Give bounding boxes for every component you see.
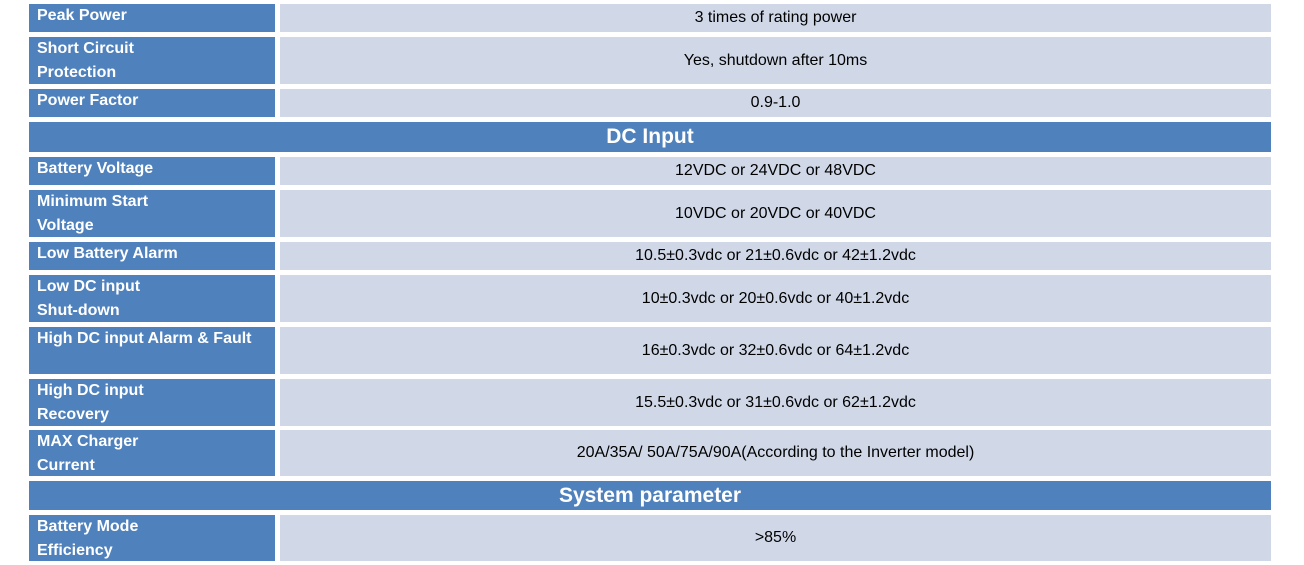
spec-value: 10.5±0.3vdc or 21±0.6vdc or 42±1.2vdc: [280, 242, 1271, 270]
spec-label: Battery Mode Efficiency: [29, 515, 189, 561]
spec-row-max-charger-current: MAX Charger Current 20A/35A/ 50A/75A/90A…: [29, 430, 1271, 476]
spec-row-battery-mode-efficiency: Battery Mode Efficiency >85%: [29, 515, 1271, 561]
spec-label: Low Battery Alarm: [29, 242, 275, 270]
spec-row-short-circuit: Short Circuit Protection Yes, shutdown a…: [29, 37, 1271, 84]
spec-value: 16±0.3vdc or 32±0.6vdc or 64±1.2vdc: [280, 327, 1271, 374]
spec-label: Short Circuit Protection: [29, 37, 189, 84]
spec-label: Minimum Start Voltage: [29, 190, 189, 237]
spec-value: Yes, shutdown after 10ms: [280, 37, 1271, 84]
spec-value: 10±0.3vdc or 20±0.6vdc or 40±1.2vdc: [280, 275, 1271, 322]
section-header-system-parameter: System parameter: [29, 481, 1271, 510]
spec-label: Peak Power: [29, 4, 275, 32]
spec-row-min-start-voltage: Minimum Start Voltage 10VDC or 20VDC or …: [29, 190, 1271, 237]
spec-label: High DC input Alarm & Fault: [29, 327, 275, 374]
spec-row-battery-voltage: Battery Voltage 12VDC or 24VDC or 48VDC: [29, 157, 1271, 185]
spec-row-low-dc-shutdown: Low DC input Shut-down 10±0.3vdc or 20±0…: [29, 275, 1271, 322]
spec-label: Power Factor: [29, 89, 275, 117]
spec-row-high-dc-recovery: High DC input Recovery 15.5±0.3vdc or 31…: [29, 379, 1271, 426]
spec-value: 0.9-1.0: [280, 89, 1271, 117]
label-fill: [189, 190, 275, 237]
label-fill: [189, 515, 275, 561]
spec-value: 12VDC or 24VDC or 48VDC: [280, 157, 1271, 185]
spec-label: High DC input Recovery: [29, 379, 179, 426]
spec-row-high-dc-alarm: High DC input Alarm & Fault 16±0.3vdc or…: [29, 327, 1271, 374]
label-fill: [189, 37, 275, 84]
spec-label: Battery Voltage: [29, 157, 275, 185]
spec-row-power-factor: Power Factor 0.9-1.0: [29, 89, 1271, 117]
spec-value: 3 times of rating power: [280, 4, 1271, 32]
section-header-dc-input: DC Input: [29, 122, 1271, 152]
spec-value: >85%: [280, 515, 1271, 561]
label-fill: [179, 430, 275, 476]
spec-label: Low DC input Shut-down: [29, 275, 179, 322]
label-fill: [179, 379, 275, 426]
spec-value: 15.5±0.3vdc or 31±0.6vdc or 62±1.2vdc: [280, 379, 1271, 426]
spec-label: MAX Charger Current: [29, 430, 179, 476]
spec-value: 10VDC or 20VDC or 40VDC: [280, 190, 1271, 237]
label-fill: [179, 275, 275, 322]
spec-value: 20A/35A/ 50A/75A/90A(According to the In…: [280, 430, 1271, 476]
spec-row-low-battery-alarm: Low Battery Alarm 10.5±0.3vdc or 21±0.6v…: [29, 242, 1271, 270]
spec-row-peak-power: Peak Power 3 times of rating power: [29, 4, 1271, 32]
